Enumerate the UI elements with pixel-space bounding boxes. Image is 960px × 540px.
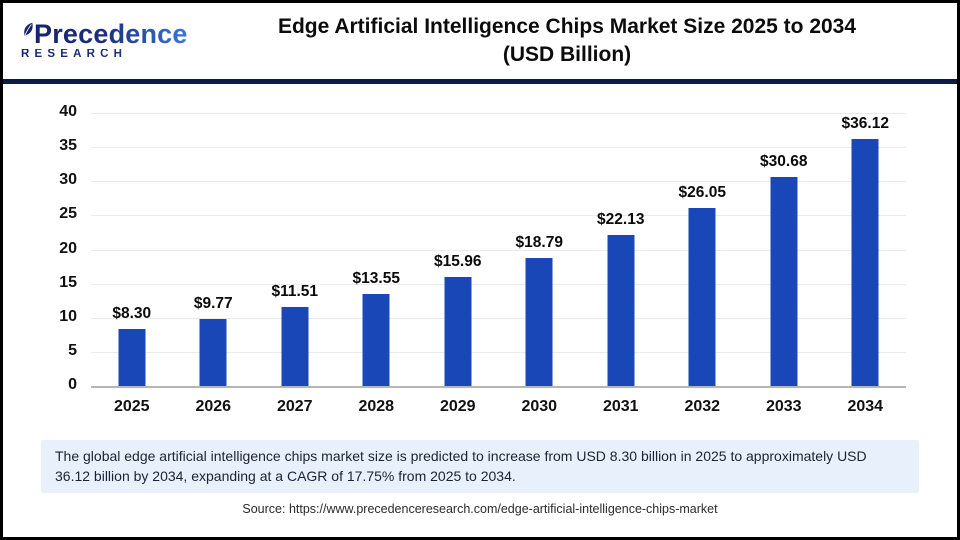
y-axis-tick-label: 30 (59, 171, 77, 189)
bar-value-label: $15.96 (434, 253, 482, 271)
x-axis-tick-label: 2028 (358, 398, 395, 415)
y-axis-tick-label: 20 (59, 239, 77, 257)
x-axis-tick-label: 2029 (439, 398, 476, 415)
gridline (91, 249, 906, 251)
x-axis-tick-label: 2025 (113, 398, 150, 415)
bar (199, 319, 227, 386)
gridline (91, 181, 906, 183)
bar-group: $36.12 2034 (825, 113, 907, 415)
bar (444, 277, 472, 386)
bar (281, 307, 309, 386)
bar-group: $9.77 2026 (173, 113, 255, 415)
page-title: Edge Artificial Intelligence Chips Marke… (189, 13, 945, 70)
bar-group: $15.96 2029 (417, 113, 499, 415)
bar-group: $30.68 2033 (743, 113, 825, 415)
brand-logo-wordmark: Precedence (21, 21, 189, 48)
bar-group: $13.55 2028 (336, 113, 418, 415)
bar-group: $11.51 2027 (254, 113, 336, 415)
x-axis-tick-label: 2030 (521, 398, 558, 415)
bar (118, 329, 146, 386)
y-axis-tick-label: 10 (59, 307, 77, 325)
bar-value-label: $26.05 (678, 184, 726, 202)
page-title-line1: Edge Artificial Intelligence Chips Marke… (277, 14, 857, 38)
gridline (91, 215, 906, 217)
bar (362, 293, 390, 386)
y-axis-tick-label: 25 (59, 205, 77, 223)
y-axis-tick-label: 5 (68, 341, 77, 359)
y-axis-tick-label: 0 (68, 376, 77, 393)
y-axis-tick-label: 35 (59, 137, 77, 155)
bar-value-label: $13.55 (352, 269, 400, 287)
y-axis-tick-label: 15 (59, 273, 77, 291)
x-axis-tick-label: 2034 (847, 398, 884, 415)
bar-value-label: $9.77 (193, 295, 233, 313)
bar-chart: 0 5 10 15 20 25 30 35 40 $8.30 2025 $9.77 2026 $11.51… (3, 84, 957, 424)
bar (851, 139, 879, 386)
summary-text: The global edge artificial intelligence … (55, 448, 867, 485)
bar-value-label: $36.12 (841, 115, 889, 133)
x-axis-tick-label: 2032 (684, 398, 721, 415)
bar-group: $26.05 2032 (662, 113, 744, 415)
summary-box: The global edge artificial intelligence … (41, 440, 919, 493)
x-axis-tick-label: 2031 (602, 398, 639, 415)
bar-value-label: $30.68 (760, 152, 808, 170)
bar-value-label: $18.79 (515, 233, 563, 251)
bar (770, 176, 798, 386)
gridline (91, 147, 906, 149)
brand-logo: Precedence RESEARCH (21, 21, 189, 61)
x-axis-tick-label: 2026 (195, 398, 232, 415)
x-axis-tick-label: 2033 (765, 398, 802, 415)
gridline (91, 351, 906, 353)
x-axis-tick-label: 2027 (276, 398, 313, 415)
brand-name: Precedence (34, 19, 188, 50)
gridline (91, 113, 906, 114)
bar-value-label: $8.30 (112, 305, 152, 323)
bar (688, 208, 716, 386)
bar-group: $18.79 2030 (499, 113, 581, 415)
bar-group: $22.13 2031 (580, 113, 662, 415)
source-line: Source: https://www.precedenceresearch.c… (242, 501, 718, 516)
leaf-icon (24, 23, 33, 36)
plot-area: 0 5 10 15 20 25 30 35 40 $8.30 2025 $9.77 2026 $11.51… (59, 103, 907, 415)
bar-value-label: $11.51 (271, 283, 319, 301)
bar (607, 234, 635, 386)
gridline (91, 283, 906, 285)
brand-subname: RESEARCH (21, 49, 189, 61)
bar-group: $8.30 2025 (91, 113, 173, 415)
bar-value-label: $22.13 (597, 210, 645, 228)
gridline (91, 317, 906, 319)
y-axis-tick-label: 40 (59, 103, 77, 120)
x-axis-line (91, 386, 906, 388)
page-title-line2: (USD Billion) (502, 43, 632, 66)
header: Precedence RESEARCH Edge Artificial Inte… (3, 3, 957, 84)
bar (525, 257, 553, 386)
